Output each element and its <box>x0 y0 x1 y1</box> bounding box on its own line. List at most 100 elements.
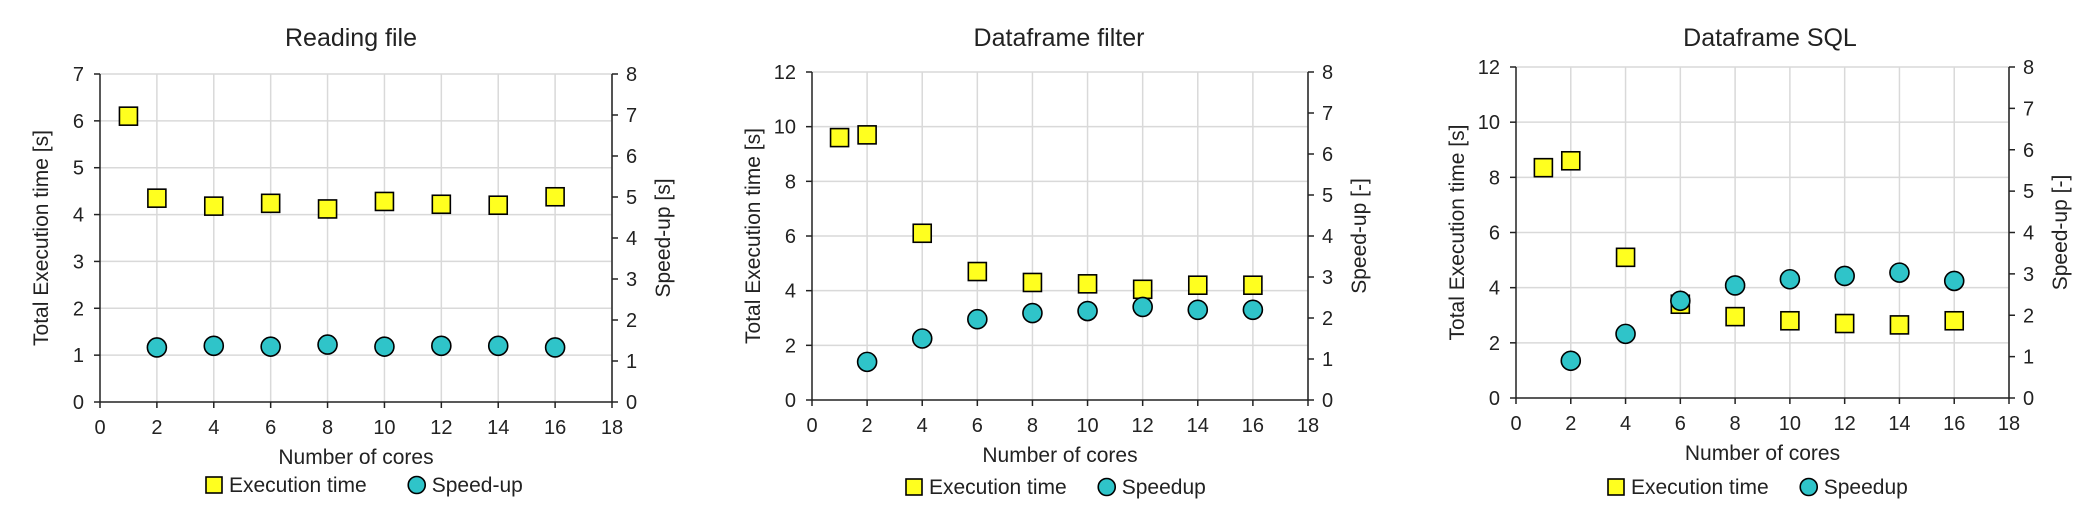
y-axis-title: Total Execution time [s] <box>30 130 53 346</box>
y2-tick-label: 4 <box>2023 223 2034 245</box>
y2-tick-label: 1 <box>1322 349 1333 371</box>
y-tick-label: 0 <box>73 392 84 414</box>
speedup-point <box>1889 262 1910 283</box>
x-axis-title: Number of cores <box>278 446 433 469</box>
legend-marker-speedup <box>407 475 427 495</box>
y2-tick-label: 2 <box>2023 305 2034 327</box>
execution-time-point <box>967 261 988 282</box>
y2-tick-label: 5 <box>626 187 637 209</box>
y2-tick-label: 2 <box>626 310 637 332</box>
execution-time-point <box>1187 275 1208 296</box>
speedup-point <box>1724 275 1746 296</box>
x-tick-label: 2 <box>151 417 162 439</box>
execution-time-point <box>1132 279 1153 300</box>
speedup-point <box>1779 268 1801 290</box>
x-tick-label: 10 <box>373 417 395 439</box>
y-tick-label: 1 <box>73 345 84 367</box>
y2-tick-label: 7 <box>1322 103 1333 125</box>
execution-time-point <box>829 127 850 148</box>
y-tick-label: 2 <box>1489 333 1500 355</box>
execution-time-point <box>1944 310 1965 331</box>
x-tick-label: 6 <box>1675 413 1686 435</box>
x-axis-title: Number of cores <box>1685 442 1840 465</box>
y2-tick-label: 6 <box>626 146 637 168</box>
execution-time-point <box>431 194 452 215</box>
y2-tick-label: 2 <box>1322 308 1333 330</box>
y2-tick-label: 7 <box>626 105 637 127</box>
legend-marker-execution-time <box>1607 478 1625 496</box>
legend-label: Execution time <box>229 474 367 497</box>
y2-tick-label: 7 <box>2023 98 2034 120</box>
chart-reading-file: Reading file 0 2 4 6 8 10 12 14 16 18012345670123… <box>30 24 675 497</box>
execution-time-point <box>1889 315 1910 335</box>
y2-tick-label: 8 <box>2023 57 2034 79</box>
y-tick-label: 4 <box>1489 278 1500 300</box>
chart-title: Dataframe filter <box>974 24 1145 52</box>
y2-tick-label: 4 <box>626 228 637 250</box>
y-tick-label: 12 <box>774 62 796 84</box>
y-tick-label: 2 <box>73 298 84 320</box>
x-tick-label: 0 <box>806 415 817 437</box>
y-axis-title: Total Execution time [s] <box>742 128 765 344</box>
execution-time-point <box>545 186 565 207</box>
execution-time-point <box>1834 313 1855 334</box>
y-tick-label: 2 <box>785 335 796 357</box>
execution-time-point <box>147 188 167 208</box>
y2-tick-label: 8 <box>1322 62 1333 84</box>
x-tick-label: 16 <box>544 417 566 439</box>
x-tick-label: 4 <box>917 415 928 437</box>
x-tick-label: 0 <box>1510 413 1521 435</box>
execution-time-point <box>857 125 877 145</box>
x-tick-label: 8 <box>322 417 333 439</box>
legend-label: Speedup <box>1122 476 1206 499</box>
speedup-point <box>431 335 452 357</box>
x-tick-label: 18 <box>1998 413 2020 435</box>
speedup-point <box>1834 265 1855 287</box>
speedup-point <box>544 337 566 358</box>
execution-time-point <box>1022 272 1043 293</box>
x-tick-label: 6 <box>265 417 276 439</box>
y2-tick-label: 6 <box>1322 144 1333 166</box>
y2-axis-title: Speed-up [-] <box>2049 175 2072 291</box>
x-tick-label: 10 <box>1076 415 1098 437</box>
y-tick-label: 4 <box>785 281 796 303</box>
speedup-point <box>146 337 168 358</box>
execution-time-point <box>1560 150 1581 171</box>
y2-tick-label: 5 <box>1322 185 1333 207</box>
execution-time-point <box>374 191 395 212</box>
legend-marker-speedup <box>1799 477 1819 497</box>
x-tick-label: 14 <box>1888 413 1910 435</box>
legend-marker-execution-time <box>905 478 923 496</box>
y2-tick-label: 3 <box>1322 267 1333 289</box>
x-tick-label: 18 <box>1297 415 1319 437</box>
y-tick-label: 7 <box>73 64 84 86</box>
speedup-point <box>1022 302 1043 324</box>
execution-time-point <box>1533 157 1554 178</box>
execution-time-point <box>260 193 281 214</box>
legend-marker-speedup <box>1097 477 1117 497</box>
y-tick-label: 10 <box>774 117 796 139</box>
speedup-point <box>911 328 933 349</box>
y-tick-label: 3 <box>73 251 84 273</box>
execution-time-point <box>203 196 224 216</box>
speedup-point <box>856 351 878 373</box>
y2-tick-label: 8 <box>626 64 637 86</box>
x-tick-label: 14 <box>487 417 509 439</box>
x-tick-label: 16 <box>1943 413 1965 435</box>
x-tick-label: 14 <box>1187 415 1209 437</box>
y-tick-label: 6 <box>73 111 84 133</box>
y2-tick-label: 4 <box>1322 226 1333 248</box>
x-tick-label: 0 <box>94 417 105 439</box>
speedup-point <box>967 308 988 330</box>
legend-marker-execution-time <box>205 476 223 494</box>
x-tick-label: 16 <box>1242 415 1264 437</box>
y2-axis-title: Speed-up [-] <box>1348 178 1371 294</box>
speedup-point <box>1615 323 1636 345</box>
y2-tick-label: 0 <box>2023 388 2034 410</box>
y2-tick-label: 3 <box>626 269 637 291</box>
legend-label: Execution time <box>929 476 1067 499</box>
y-tick-label: 6 <box>1489 223 1500 245</box>
execution-time-point <box>1725 306 1745 327</box>
